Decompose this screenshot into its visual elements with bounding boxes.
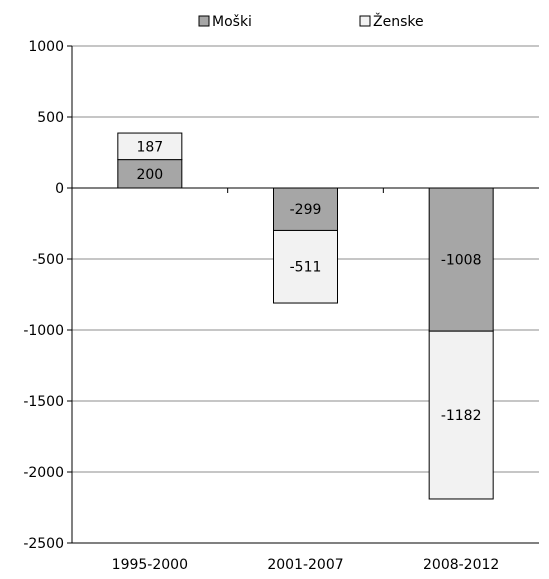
legend-label: Ženske xyxy=(373,12,424,30)
y-tick-label: -1500 xyxy=(23,394,64,410)
axis-layer: 1000 500 0 -500 -1000 -1500 -2000 -2500 1995-200… xyxy=(23,39,539,573)
bar-segment-zenske xyxy=(273,229,338,304)
data-label: 187 xyxy=(136,139,163,155)
y-tick-label: 1000 xyxy=(28,39,64,55)
data-label: -511 xyxy=(290,260,322,276)
legend: Moški Ženske xyxy=(198,12,424,30)
legend-swatch xyxy=(198,15,210,27)
y-tick-label: -500 xyxy=(32,252,64,268)
data-label: 200 xyxy=(136,167,163,183)
bars-layer xyxy=(117,132,494,500)
y-tick-label: 500 xyxy=(37,110,64,126)
x-tick-label: 2008-2012 xyxy=(423,557,499,573)
bar-segment-zenske xyxy=(117,132,183,161)
bar-segment-zenske xyxy=(428,330,494,500)
data-labels-layer: 200 187 -299 -511 -1008 -1182 xyxy=(136,139,481,424)
y-tick-label: -2500 xyxy=(23,536,64,552)
bar-segment-moski xyxy=(428,187,494,332)
legend-swatch xyxy=(359,15,371,27)
data-label: -1008 xyxy=(441,253,482,269)
y-tick-label: 0 xyxy=(55,181,64,197)
x-tick-label: 2001-2007 xyxy=(267,557,343,573)
legend-label: Moški xyxy=(212,14,252,30)
x-tick-label: 1995-2000 xyxy=(112,557,188,573)
bar-segment-moski xyxy=(273,187,338,231)
y-tick-label: -2000 xyxy=(23,465,64,481)
data-label: -299 xyxy=(290,202,322,218)
y-tick-label: -1000 xyxy=(23,323,64,339)
data-label: -1182 xyxy=(441,408,482,424)
